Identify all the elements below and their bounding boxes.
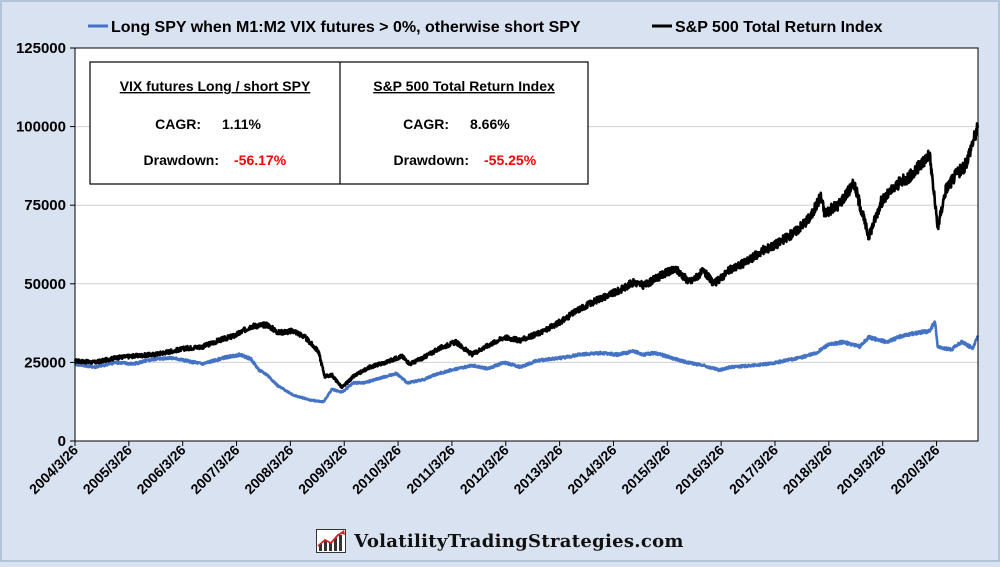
y-axis: 0 25000 50000 75000 100000 125000 xyxy=(16,40,75,450)
stats-cagr-value-index: 8.66% xyxy=(470,116,510,132)
stats-drawdown-label-strategy: Drawdown: xyxy=(144,152,219,168)
stats-drawdown-value-index: -55.25% xyxy=(484,152,537,168)
stats-cagr-label-strategy: CAGR: xyxy=(155,116,201,132)
stats-cagr-value-strategy: 1.11% xyxy=(222,116,261,132)
y-tick-label: 25000 xyxy=(24,354,66,371)
plot-border xyxy=(74,47,979,442)
stats-table: VIX futures Long / short SPY CAGR: 1.11%… xyxy=(89,61,589,185)
stats-title-strategy: VIX futures Long / short SPY xyxy=(120,78,311,94)
series-group xyxy=(74,122,980,404)
watermark: VolatilityTradingStrategies.com xyxy=(0,527,1000,555)
series-line-strategy xyxy=(74,320,980,404)
y-tick-label: 0 xyxy=(58,433,66,450)
watermark-text: VolatilityTradingStrategies.com xyxy=(354,530,684,552)
legend: Long SPY when M1:M2 VIX futures > 0%, ot… xyxy=(88,19,883,36)
y-tick-label: 100000 xyxy=(16,119,66,136)
legend-label-strategy: Long SPY when M1:M2 VIX futures > 0%, ot… xyxy=(111,19,581,36)
series-line-sp500 xyxy=(74,122,980,390)
y-tick-label: 75000 xyxy=(24,197,66,214)
stats-drawdown-label-index: Drawdown: xyxy=(394,152,469,168)
stats-table-border xyxy=(89,61,589,185)
stats-cagr-label-index: CAGR: xyxy=(403,116,449,132)
y-tick-label: 50000 xyxy=(24,276,66,293)
legend-label-index: S&P 500 Total Return Index xyxy=(675,19,883,36)
stats-title-index: S&P 500 Total Return Index xyxy=(373,78,555,94)
y-tick-label: 125000 xyxy=(16,40,66,57)
rising-chart-logo-icon xyxy=(316,529,347,553)
stats-drawdown-value-strategy: -56.17% xyxy=(234,152,287,168)
